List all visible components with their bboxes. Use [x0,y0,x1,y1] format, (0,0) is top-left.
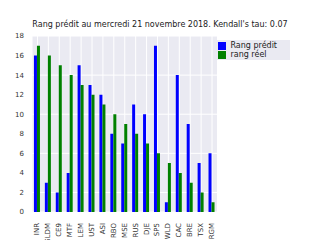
svg-text:16: 16 [15,52,24,60]
svg-text:LEM: LEM [77,223,85,237]
svg-text:INR: INR [33,223,41,235]
svg-text:WLD: WLD [164,223,172,239]
svg-text:4: 4 [20,169,25,177]
svg-text:BRE: BRE [186,223,194,237]
html-text:Rang prédit: Rang prédit [230,41,277,50]
svg-text:14: 14 [15,72,24,80]
svg-text:ASI: ASI [99,223,107,234]
html-text:Rang prédit au mercredi 21 nov: Rang prédit au mercredi 21 novembre 2018… [32,20,288,29]
svg-text:CAC: CAC [175,223,183,238]
svg-text:CE9: CE9 [55,223,63,237]
svg-text:GLDM: GLDM [44,223,52,240]
svg-text:DJE: DJE [143,223,151,235]
svg-text:TSX: TSX [197,223,205,238]
svg-text:NRGM: NRGM [208,223,216,240]
svg-text:MTF: MTF [66,223,74,237]
svg-text:18: 18 [15,32,24,40]
svg-text:12: 12 [15,91,24,99]
svg-text:10: 10 [15,111,24,119]
html-text:rang réel: rang réel [230,50,267,59]
svg-text:8: 8 [20,130,24,138]
svg-text:UST: UST [88,222,96,237]
svg-text:SP5: SP5 [153,223,161,236]
svg-text:2: 2 [20,189,24,197]
svg-text:6: 6 [20,150,25,158]
svg-text:MSE: MSE [121,223,129,238]
svg-text:RUS: RUS [132,222,140,237]
svg-text:0: 0 [20,208,24,216]
svg-text:RBO: RBO [110,223,118,239]
